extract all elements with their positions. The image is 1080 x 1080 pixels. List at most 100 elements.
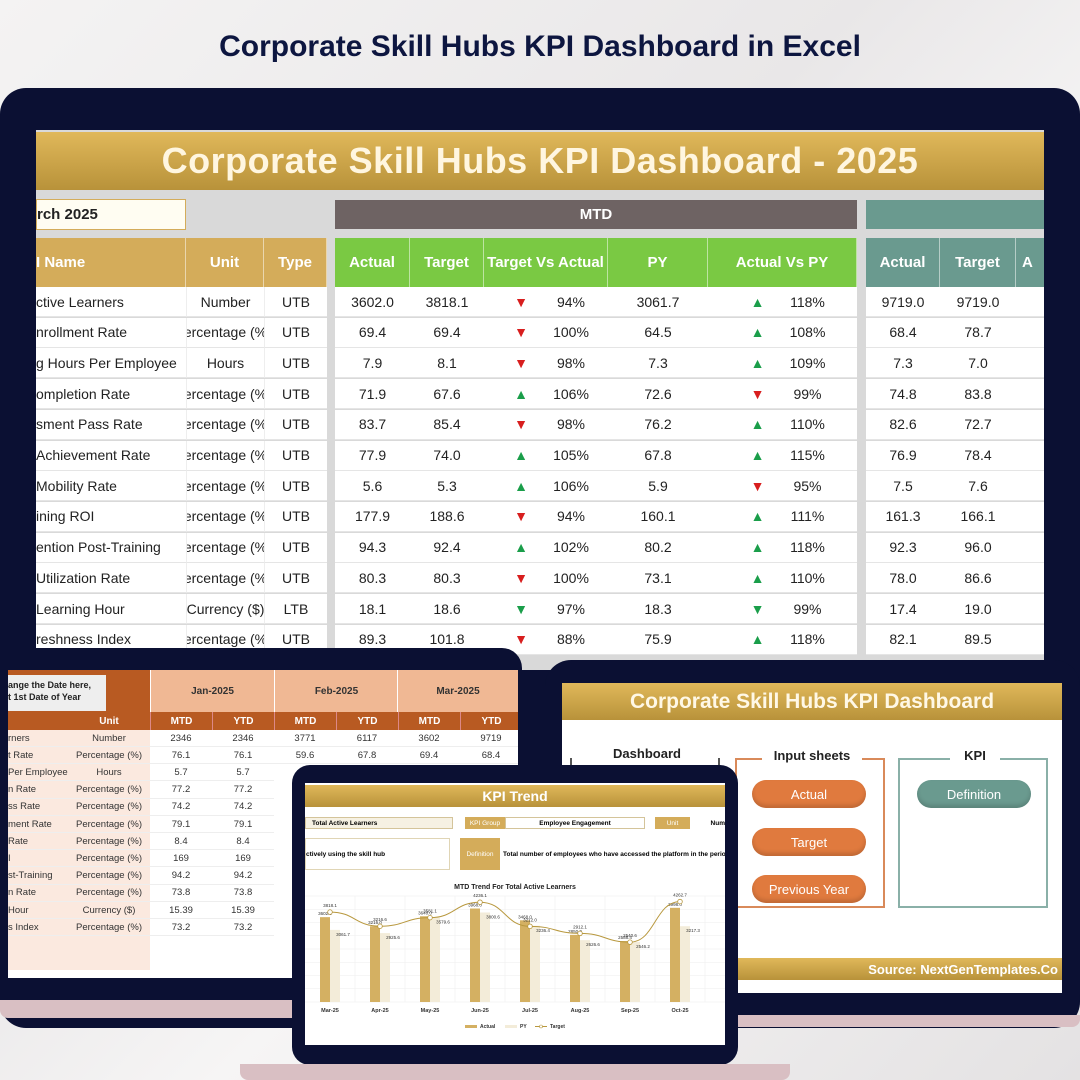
header-ytd-next: A xyxy=(1016,238,1044,287)
bar-actual xyxy=(470,908,480,1002)
row-value: 76.1 xyxy=(212,747,274,765)
kpi-name-cell: sment Pass Rate xyxy=(36,409,186,440)
percent-value: 106% xyxy=(553,385,589,402)
percent-value: 109% xyxy=(789,354,826,371)
header-mtd-target: Target xyxy=(410,238,484,287)
type-cell: UTB xyxy=(264,532,327,563)
definition-button[interactable]: Definition xyxy=(917,780,1031,808)
table-row: Achievement Rate ercentage (% UTB 77.9 74.0 ▲… xyxy=(36,440,1044,471)
month-selector[interactable]: rch 2025 xyxy=(36,199,186,230)
x-tick-label: Oct-25 xyxy=(671,1008,688,1014)
actual-vs-py-cell: ▲ 110% xyxy=(708,409,857,440)
row-value: 169 xyxy=(212,850,274,868)
bar-py xyxy=(580,940,590,1002)
ytd-target-cell: 7.0 xyxy=(940,348,1016,379)
triangle-down-icon: ▼ xyxy=(514,508,528,525)
ytd-target-cell: 166.1 xyxy=(940,501,1016,532)
type-cell: LTB xyxy=(264,594,327,624)
x-tick-label: Sep-25 xyxy=(621,1008,639,1014)
row-name: n Rate xyxy=(8,782,68,799)
triangle-up-icon: ▲ xyxy=(750,508,765,525)
ytd-target-cell: 7.6 xyxy=(940,471,1016,502)
percent-value: 118% xyxy=(790,631,825,648)
kpi-name-cell: Mobility Rate xyxy=(36,471,186,502)
mtd-actual-cell: 177.9 xyxy=(335,501,410,532)
page-title: Corporate Skill Hubs KPI Dashboard in Ex… xyxy=(219,30,861,63)
bar-py xyxy=(630,942,640,1002)
target-vs-actual-cell: ▼ 100% xyxy=(484,317,608,348)
ytd-next-cell xyxy=(1016,624,1044,655)
ytd-actual-cell: 9719.0 xyxy=(866,287,940,317)
row-value: 94.2 xyxy=(150,868,212,885)
py-cell: 67.8 xyxy=(608,440,708,471)
percent-value: 94% xyxy=(556,508,586,525)
ytd-target-cell: 86.6 xyxy=(940,563,1016,594)
target-marker xyxy=(527,923,533,930)
row-value: 15.39 xyxy=(212,902,274,919)
triangle-up-icon: ▲ xyxy=(750,631,765,648)
previous-year-button[interactable]: Previous Year xyxy=(752,875,866,903)
target-button[interactable]: Target xyxy=(752,828,866,856)
label-actual: 3602.0 xyxy=(318,911,332,916)
mtd-target-cell: 8.1 xyxy=(410,348,484,379)
label-py: 3579.6 xyxy=(436,920,450,925)
target-vs-actual-cell: ▼ 98% xyxy=(484,348,608,379)
target-vs-actual-cell: ▼ 98% xyxy=(484,409,608,440)
row-name: ment Rate xyxy=(8,816,68,833)
table-row: ompletion Rate ercentage (% UTB 71.9 67.6 ▲ 10… xyxy=(36,379,1044,410)
percent-value: 110% xyxy=(790,416,825,433)
percent-value: 115% xyxy=(790,447,825,463)
row-unit: Percentage (%) xyxy=(68,919,150,937)
percent-value: 99% xyxy=(793,385,822,402)
py-cell: 76.2 xyxy=(608,409,708,440)
triangle-down-icon: ▼ xyxy=(514,569,528,586)
kpi-name-cell: Achievement Rate xyxy=(36,440,186,471)
mtd-actual-cell: 7.9 xyxy=(335,348,410,379)
mtd-target-cell: 188.6 xyxy=(410,501,484,532)
dashboard-group-title: Dashboard xyxy=(597,746,697,761)
row-value: 79.1 xyxy=(212,816,274,833)
type-cell: UTB xyxy=(264,317,327,348)
triangle-down-icon: ▼ xyxy=(514,354,528,371)
target-marker xyxy=(377,923,383,929)
percent-value: 118% xyxy=(790,539,825,556)
row-unit: Number xyxy=(68,730,150,747)
py-cell: 72.6 xyxy=(608,379,708,410)
bar-py xyxy=(530,925,540,1002)
label-actual: 3468.0 xyxy=(518,914,532,919)
ytd-next-cell xyxy=(1016,317,1044,348)
actual-button[interactable]: Actual xyxy=(752,780,866,808)
mtd-actual-cell: 71.9 xyxy=(335,379,410,410)
month-header: Feb-2025 xyxy=(274,670,398,712)
type-cell: UTB xyxy=(264,409,327,440)
table-row: g Hours Per Employee Hours UTB 7.9 8.1 ▼ 98% 7.… xyxy=(36,348,1044,379)
table-row: Mobility Rate ercentage (% UTB 5.6 5.3 ▲ 106% 5… xyxy=(36,471,1044,502)
ytd-actual-cell: 68.4 xyxy=(866,317,940,348)
kpi-name-select[interactable]: Total Active Learners xyxy=(305,817,453,829)
header-kpi-name: I Name xyxy=(36,238,186,287)
tablet-base-middle xyxy=(240,1064,790,1080)
label-target: 2540.6 xyxy=(623,933,637,938)
row-unit: Percentage (%) xyxy=(68,833,150,851)
py-cell: 75.9 xyxy=(608,624,708,655)
unit-cell: Hours xyxy=(186,348,264,379)
unit-cell: ercentage (% xyxy=(186,409,264,440)
table-row: Utilization Rate ercentage (% UTB 80.3 80.3 ▼… xyxy=(36,563,1044,594)
header-unit: Unit xyxy=(186,238,264,287)
percent-value: 99% xyxy=(793,600,822,617)
target-vs-actual-cell: ▼ 100% xyxy=(484,563,608,594)
table-row: Learning Hour Currency ($) LTB 18.1 18.6 ▼ 97%… xyxy=(36,594,1044,624)
row-unit: Percentage (%) xyxy=(68,868,150,885)
triangle-down-icon: ▼ xyxy=(750,385,765,402)
unit-cell: Currency ($) xyxy=(186,594,264,624)
mtd-header: MTD xyxy=(398,712,460,730)
header-type: Type xyxy=(264,238,327,287)
formula-text: ctively using the skill hub xyxy=(306,850,386,858)
bar-actual xyxy=(520,920,530,1002)
ytd-actual-cell: 17.4 xyxy=(866,594,940,624)
label-actual: 3968.0 xyxy=(468,903,482,908)
row-value: 6117 xyxy=(336,730,398,747)
kpi-name: Total Active Learners xyxy=(312,819,378,827)
unit-cell: Number xyxy=(186,287,264,317)
target-vs-actual-cell: ▲ 106% xyxy=(484,379,608,410)
